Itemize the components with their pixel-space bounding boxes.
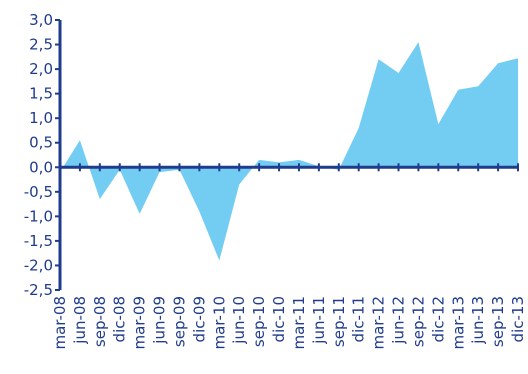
y-tick-label: -2,5 [24,281,53,299]
y-tick-label: -0,5 [24,183,53,201]
x-tick-label: sep-10 [250,296,268,347]
x-tick-label: sep-11 [330,296,348,347]
x-tick-label: sep-08 [91,296,109,347]
x-tick-label: dic-12 [429,296,447,342]
y-tick-label: -1,5 [24,232,53,250]
area-layer [60,42,518,261]
y-tick-label: 2,0 [29,60,53,78]
x-tick-label: dic-10 [270,296,288,342]
x-tick-label: dic-13 [509,296,527,342]
x-tick-label: mar-11 [290,296,308,350]
y-tick-label: 0,5 [29,134,53,152]
x-tick-label: sep-13 [489,296,507,347]
x-tick-label: mar-08 [51,296,69,350]
x-tick-label: jun-12 [390,296,408,345]
y-axis-tick-labels: 3,0 2,5 2,0 1,5 1,0 0,5 0,0 -0,5 -1,0 -1,5 -2,0 -2,… [24,11,53,299]
x-tick-label: jun-13 [469,296,487,345]
x-tick-label: mar-10 [210,296,228,350]
y-tick-label: 2,5 [29,36,53,54]
x-tick-label: jun-11 [310,296,328,345]
x-tick-label: jun-09 [151,296,169,345]
x-tick-label: jun-10 [230,296,248,345]
x-tick-label: dic-08 [111,296,129,342]
y-tick-label: -1,0 [24,207,53,225]
x-tick-label: sep-12 [409,296,427,347]
y-tick-label: 1,0 [29,109,53,127]
x-tick-label: dic-11 [350,296,368,342]
y-tick-label: 0,0 [29,158,53,176]
x-tick-label: mar-13 [449,296,467,350]
x-tick-label: jun-08 [71,296,89,345]
y-tick-label: -2,0 [24,256,53,274]
x-tick-label: mar-09 [131,296,149,350]
x-axis-tick-labels: mar-08 jun-08 sep-08 dic-08 mar-09 jun-09 sep-… [51,296,527,350]
y-tick-label: 1,5 [29,85,53,103]
area-series [60,42,518,261]
x-tick-label: dic-09 [190,296,208,342]
x-tick-label: mar-12 [370,296,388,350]
axis-layer [55,19,519,291]
x-tick-label: sep-09 [170,296,188,347]
y-tick-label: 3,0 [29,11,53,29]
